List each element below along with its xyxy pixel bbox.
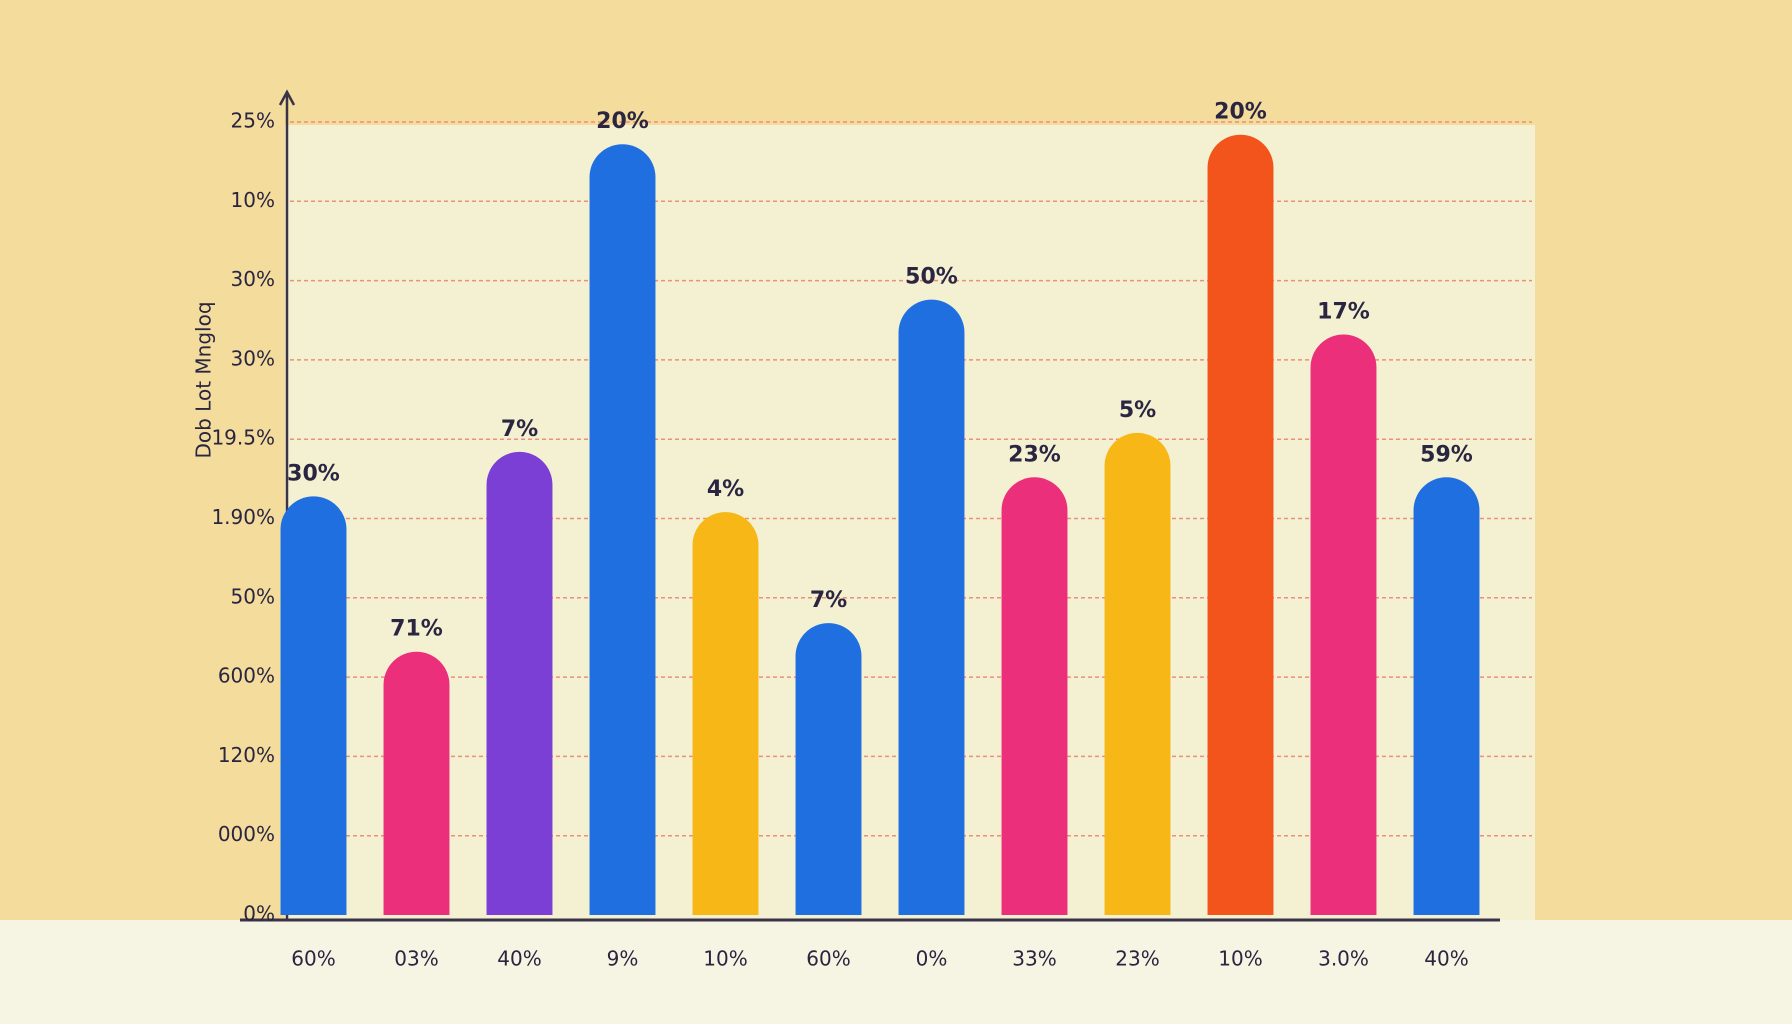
x-tick-label: 40% [1424, 947, 1468, 971]
bar-top-label: 4% [707, 477, 744, 502]
bar-top-label: 59% [1420, 442, 1473, 467]
bar [898, 299, 965, 916]
bar [383, 651, 450, 915]
bar [1413, 477, 1480, 915]
x-tick-label: 23% [1115, 947, 1159, 971]
y-axis-label: 50% [231, 584, 275, 608]
bar [486, 451, 553, 915]
bar-top-label: 23% [1008, 442, 1061, 467]
bar-top-label: 71% [390, 617, 443, 642]
y-axis-label: 120% [218, 743, 275, 767]
x-tick-label: 0% [916, 947, 948, 971]
bar [1207, 134, 1274, 915]
x-tick-label: 60% [806, 947, 850, 971]
x-tick-label: 3.0% [1318, 947, 1369, 971]
y-axis-label: 30% [231, 267, 275, 291]
x-tick-label: 9% [607, 947, 639, 971]
x-tick-label: 40% [497, 947, 541, 971]
y-axis-title: Dob Lot Mngloq [192, 301, 216, 458]
y-axis-label: 10% [231, 188, 275, 212]
floor [0, 920, 1792, 1024]
y-tick-label: 0% [243, 902, 275, 926]
x-tick-label: 03% [394, 947, 438, 971]
bar [795, 623, 862, 915]
y-axis-label: 1.90% [211, 505, 275, 529]
bar-top-label: 17% [1317, 300, 1370, 325]
y-tick-label: 25% [231, 109, 275, 133]
bar-top-label: 50% [905, 265, 958, 290]
x-tick-label: 10% [703, 947, 747, 971]
bar-top-label: 20% [1214, 100, 1267, 125]
x-tick-label: 10% [1218, 947, 1262, 971]
y-axis-label: 000% [218, 822, 275, 846]
bar [1104, 432, 1171, 915]
bar [1001, 477, 1068, 915]
bar-top-label: 7% [501, 417, 538, 442]
bar [1310, 334, 1377, 915]
bar [589, 144, 656, 915]
bar [692, 512, 759, 915]
y-axis-label: 19.5% [211, 426, 275, 450]
y-axis-label: 600% [218, 664, 275, 688]
bar-top-label: 5% [1119, 398, 1156, 423]
x-tick-label: 60% [291, 947, 335, 971]
bar-top-label: 7% [810, 588, 847, 613]
x-tick-label: 33% [1012, 947, 1056, 971]
bar-top-label: 30% [287, 461, 340, 486]
y-axis-arrow [278, 89, 296, 106]
bar-top-label: 20% [596, 109, 649, 134]
y-axis-label: 30% [231, 346, 275, 370]
bar [280, 496, 347, 915]
